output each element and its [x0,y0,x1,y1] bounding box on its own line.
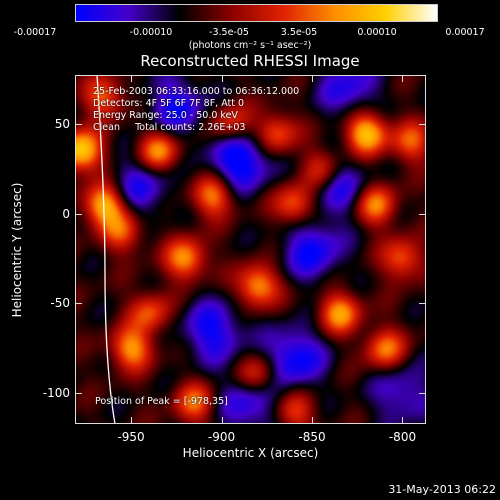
y-tick-mark [419,303,426,305]
y-tick-mark [419,213,426,215]
info-time-range: 25-Feb-2003 06:33:16.000 to 06:36:12.000 [93,86,300,97]
info-total-counts: Total counts: 2.26E+03 [135,122,246,133]
info-detectors: Detectors: 4F 5F 6F 7F 8F, Att 0 [93,98,245,109]
colorbar-tick-label: -3.5e-05 [209,27,249,38]
colorbar-tick-label: 0.00017 [445,27,485,38]
x-tick-label: -800 [388,430,417,444]
solar-limb-arc [96,75,116,424]
x-tick-label: -850 [298,430,326,444]
y-tick-mark [75,123,82,125]
y-tick-label: 50 [54,116,70,131]
peak-position-label: Position of Peak = [-978,35] [95,396,228,407]
x-tick-mark [312,417,313,424]
y-tick-label: 0 [62,206,70,221]
chart-title: Reconstructed RHESSI Image [140,52,360,70]
colorbar [75,4,438,22]
y-axis-label: Heliocentric Y (arcsec) [10,182,24,318]
colorbar-tick-label: 0.00010 [357,27,397,38]
y-tick-mark [75,393,82,395]
x-tick-mark [402,417,404,424]
y-tick-mark [75,303,82,305]
x-tick-mark [221,417,223,424]
colorbar-tick-label: -0.00010 [129,27,173,38]
colorbar-tick-label: 3.5e-05 [280,27,318,38]
x-tick-mark [131,75,133,82]
x-tick-mark [131,417,133,424]
x-tick-mark [221,75,223,82]
plot-timestamp: 31-May-2013 06:22 [388,483,496,496]
x-axis-label: Heliocentric X (arcsec) [182,446,319,460]
x-tick-mark [312,75,313,82]
x-tick-label: -950 [117,430,145,444]
x-tick-mark [402,75,404,82]
y-tick-mark [75,213,82,215]
heatmap-image [75,75,426,424]
info-energy-range: Energy Range: 25.0 - 50.0 keV [93,110,238,121]
limb-curve [96,75,116,424]
info-method: Clean [93,122,120,133]
y-tick-mark [419,123,426,125]
y-tick-label: -50 [50,296,70,311]
colorbar-tick-label: -0.00017 [13,27,57,38]
colorbar-units: (photons cm⁻² s⁻¹ asec⁻²) [188,40,312,51]
info-method-counts: Clean Total counts: 2.26E+03 [93,122,245,133]
y-tick-label: -100 [42,386,70,401]
y-tick-mark [419,393,426,395]
x-tick-label: -900 [207,430,236,444]
